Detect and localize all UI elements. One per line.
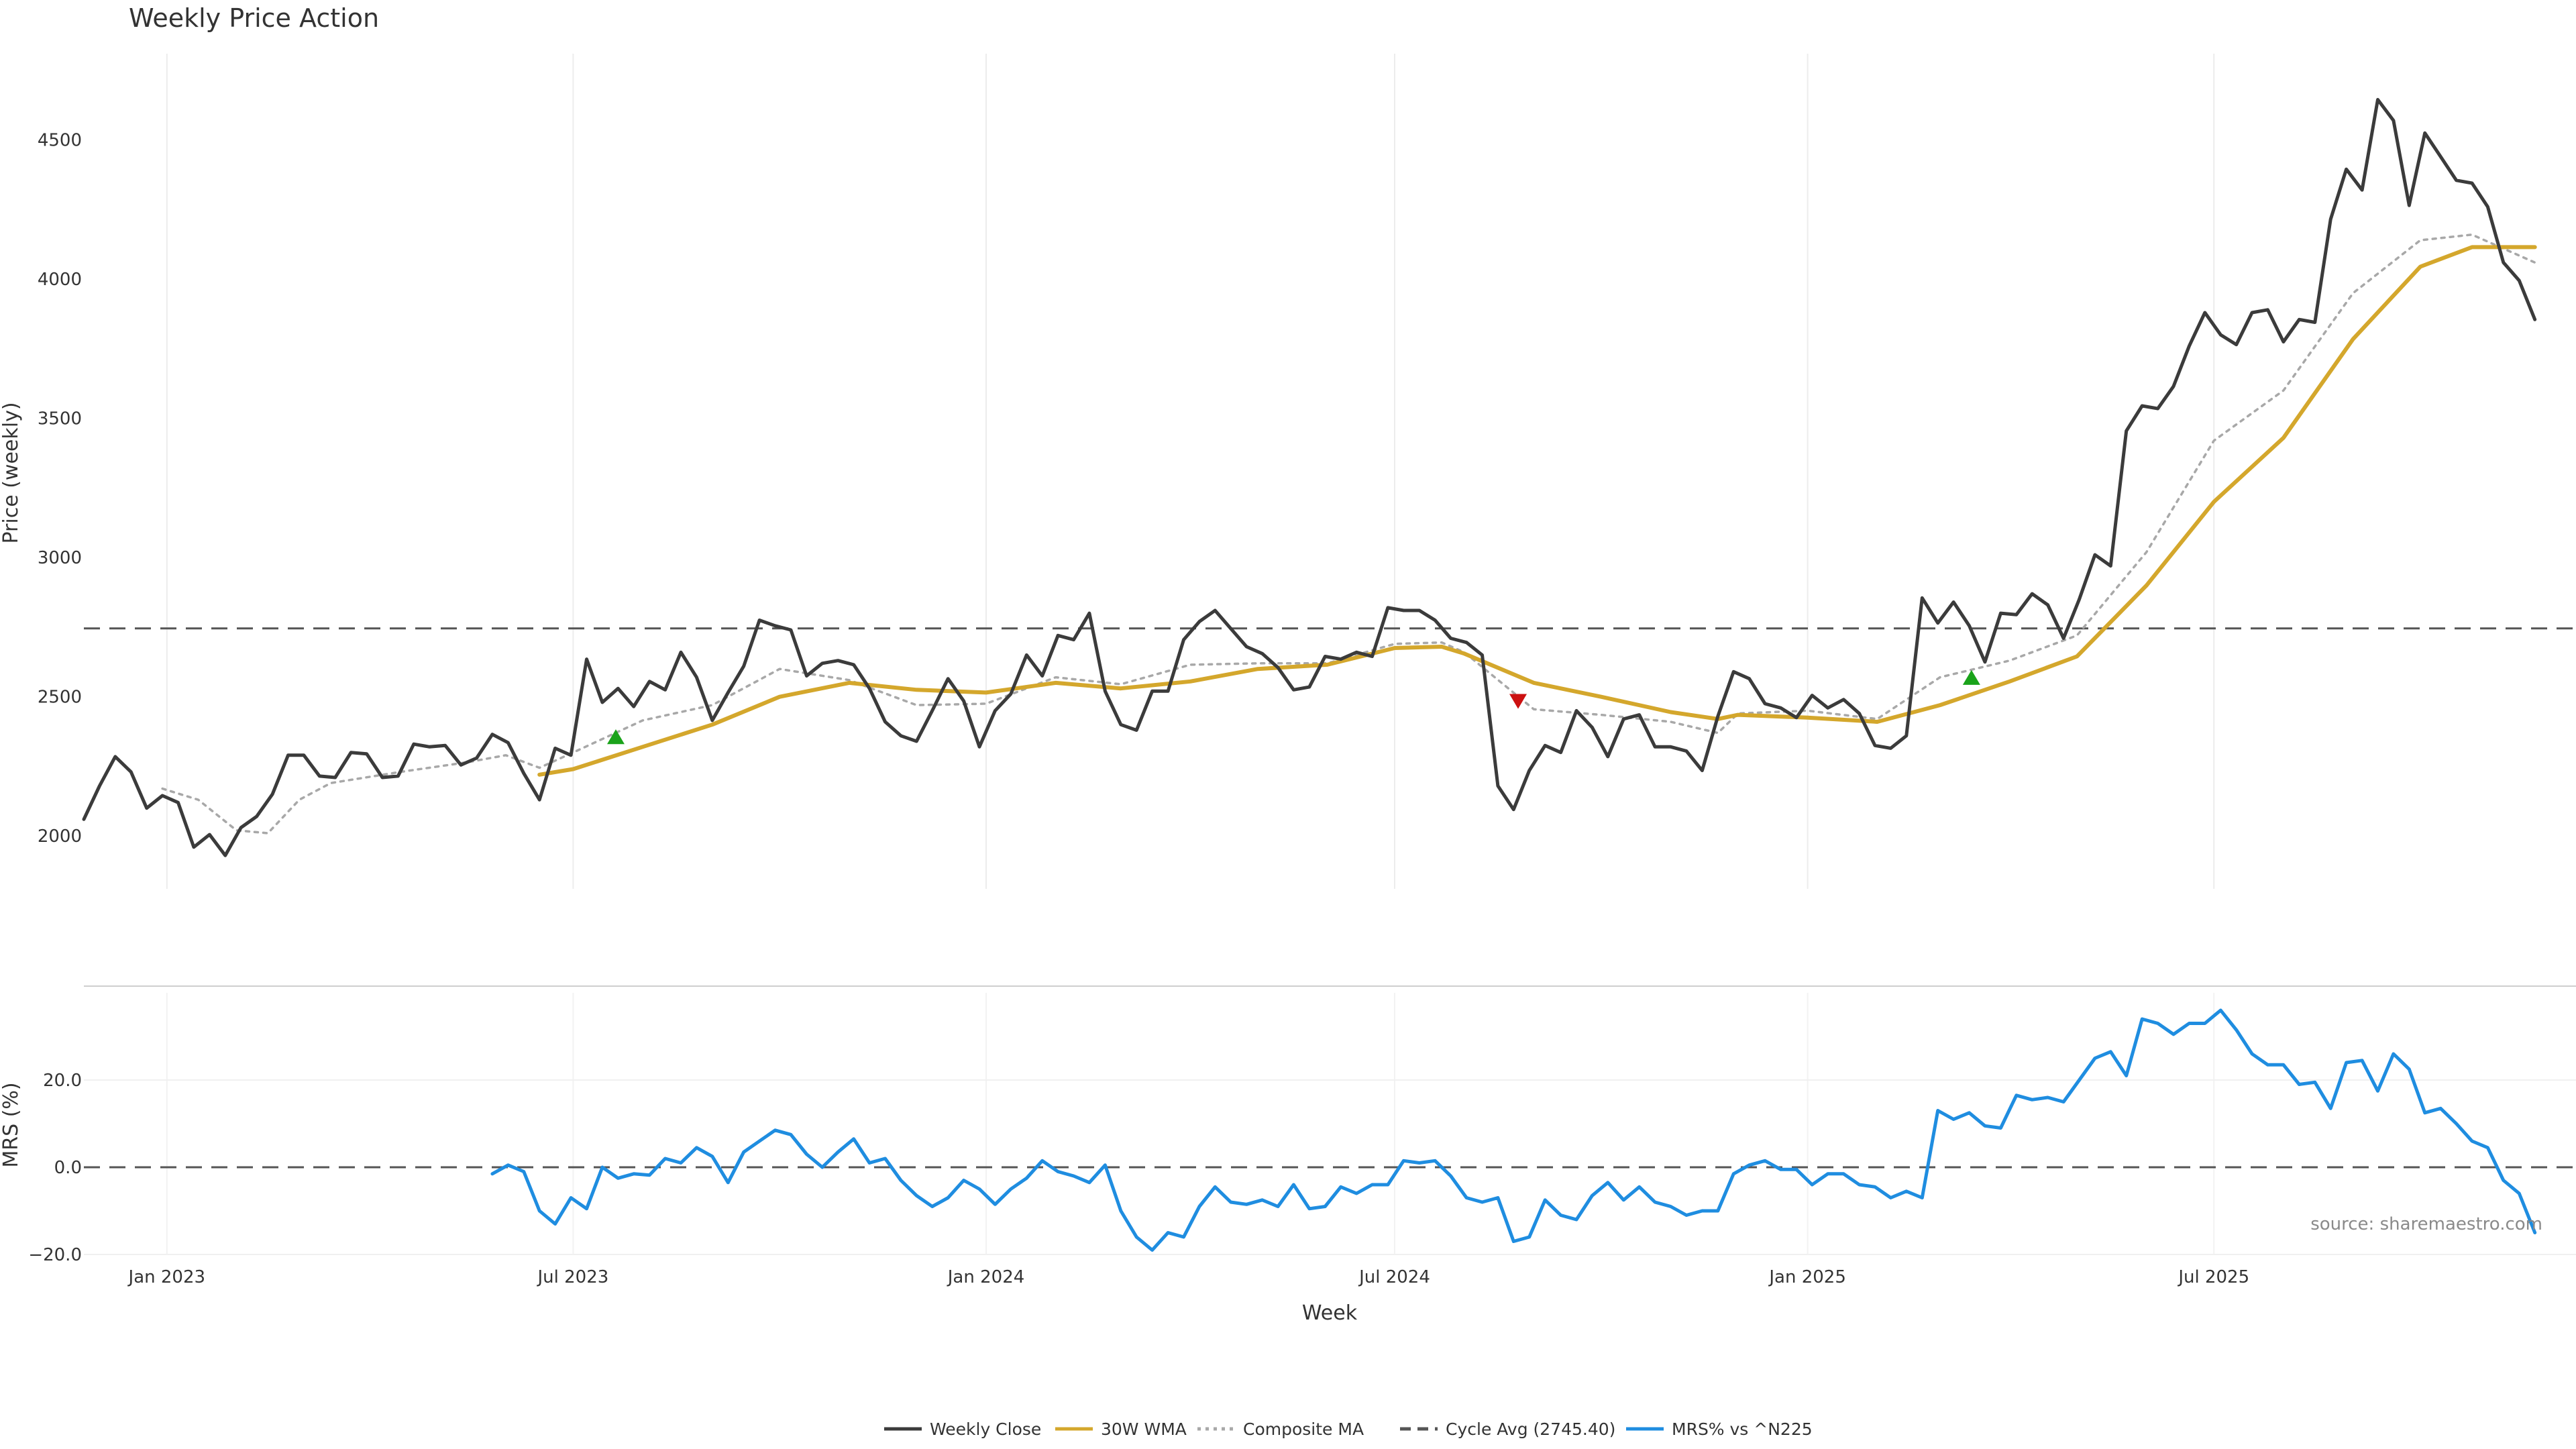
- mrs-y-tick-label: 20.0: [43, 1071, 82, 1091]
- legend-item-30w-wma: 30W WMA: [1055, 1419, 1187, 1439]
- price-y-tick-label: 2500: [38, 688, 82, 708]
- mrs-panel: −20.0 0.0 20.0 MRS (%) source: sharemaestr…: [0, 993, 2576, 1265]
- price-y-tick-label: 3500: [38, 409, 82, 429]
- x-tick-label: Jul 2023: [536, 1267, 608, 1287]
- x-tick-label: Jul 2025: [2177, 1267, 2249, 1287]
- price-panel: 2000 2500 3000 3500 4000 4500 Price (weekly): [0, 54, 2576, 889]
- mrs-y-tick-label: 0.0: [54, 1158, 82, 1178]
- x-tick-label: Jan 2024: [947, 1267, 1025, 1287]
- x-axis-ticks: Jan 2023 Jul 2023 Jan 2024 Jul 2024 Jan 2025…: [127, 1267, 2250, 1287]
- legend: Weekly Close 30W WMA Composite MA Cycle Avg…: [884, 1419, 1813, 1439]
- price-y-axis-label: Price (weekly): [0, 402, 23, 543]
- legend-item-weekly-close: Weekly Close: [884, 1419, 1041, 1439]
- legend-item-composite-ma: Composite MA: [1197, 1419, 1364, 1439]
- price-series: [82, 98, 2537, 857]
- buy-signal-marker: [606, 729, 625, 745]
- mrs-y-tick-label: −20.0: [28, 1245, 82, 1265]
- series-weekly-close: [82, 98, 2537, 857]
- x-tick-label: Jan 2023: [127, 1267, 206, 1287]
- x-tick-label: Jan 2025: [1768, 1267, 1846, 1287]
- legend-label: Composite MA: [1243, 1419, 1364, 1439]
- series-mrs-vs-n225: [490, 1008, 2537, 1252]
- source-note: source: sharemaestro.com: [2310, 1214, 2542, 1234]
- mrs-y-axis-label: MRS (%): [0, 1082, 23, 1167]
- x-axis-label: Week: [1302, 1301, 1358, 1325]
- legend-item-mrs-vs-n225: MRS% vs ^N225: [1626, 1419, 1813, 1439]
- series-30w-wma: [537, 245, 2537, 777]
- mrs-series: [490, 1008, 2537, 1252]
- legend-label: Weekly Close: [930, 1419, 1041, 1439]
- legend-item-cycle-avg-2745-40: Cycle Avg (2745.40): [1400, 1419, 1615, 1439]
- chart-title: Weekly Price Action: [129, 3, 379, 33]
- price-y-ticks: 2000 2500 3000 3500 4000 4500: [38, 131, 82, 847]
- price-y-tick-label: 2000: [38, 826, 82, 847]
- mrs-y-ticks: −20.0 0.0 20.0: [28, 1071, 82, 1265]
- sell-signal-marker: [1509, 694, 1527, 709]
- signal-markers: [606, 669, 1980, 745]
- legend-label: MRS% vs ^N225: [1672, 1419, 1813, 1439]
- price-y-tick-label: 3000: [38, 548, 82, 568]
- mrs-grid: [84, 993, 2576, 1255]
- series-composite-ma: [161, 233, 2536, 835]
- price-y-tick-label: 4500: [38, 131, 82, 151]
- legend-label: 30W WMA: [1101, 1419, 1187, 1439]
- x-tick-label: Jul 2024: [1358, 1267, 1430, 1287]
- price-grid: [166, 54, 2215, 889]
- legend-label: Cycle Avg (2745.40): [1446, 1419, 1615, 1439]
- buy-signal-marker: [1962, 669, 1980, 685]
- price-y-tick-label: 4000: [38, 270, 82, 290]
